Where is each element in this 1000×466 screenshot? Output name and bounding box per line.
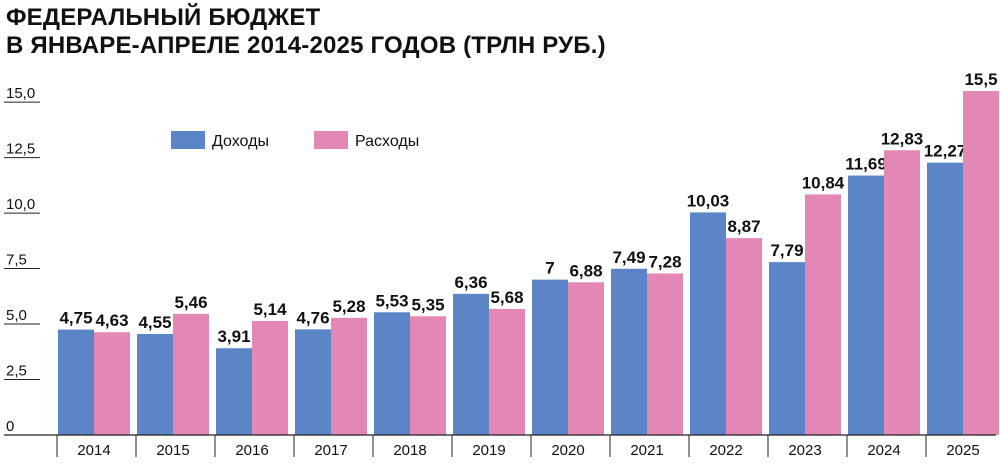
revenue-bar [769, 262, 805, 435]
revenue-bar [453, 293, 489, 435]
bar-value-label: 5,35 [411, 295, 444, 314]
expense-bar [568, 282, 604, 435]
expense-bar [489, 308, 525, 435]
legend-swatch-revenue [171, 131, 205, 149]
bar-value-label: 10,03 [687, 191, 730, 210]
y-tick-label: 5,0 [6, 307, 27, 324]
y-tick-label: 12,5 [6, 141, 35, 158]
x-tick-label: 2014 [77, 442, 110, 459]
x-tick-label: 2020 [551, 442, 584, 459]
bar-value-label: 5,68 [490, 288, 523, 307]
revenue-bar [848, 175, 884, 435]
revenue-bar [295, 329, 331, 435]
y-tick-label: 15,0 [6, 85, 35, 102]
expense-bar [94, 332, 130, 435]
x-tick-label: 2024 [867, 442, 900, 459]
y-tick-label: 2,5 [6, 363, 27, 380]
expense-bar [805, 194, 841, 435]
x-axis: 2014 2015 2016 2017 2018 2019 2020 2021 2022 2023… [4, 434, 996, 459]
bar-value-label: 6,88 [569, 261, 602, 280]
bar-value-label: 4,63 [95, 311, 128, 330]
bar-value-label: 5,46 [174, 293, 207, 312]
legend-swatch-expense [314, 131, 348, 149]
y-tick-label: 0 [6, 418, 14, 435]
bar-value-label: 5,53 [375, 291, 408, 310]
x-tick-label: 2018 [393, 442, 426, 459]
y-tick-label: 10,0 [6, 196, 35, 213]
x-tick-label: 2015 [156, 442, 189, 459]
bar-value-label: 11,69 [845, 155, 887, 174]
expense-bar [884, 150, 920, 435]
bar-value-label: 5,28 [332, 297, 365, 316]
bar-value-label: 3,91 [217, 327, 250, 346]
revenue-bar [374, 312, 410, 435]
bar-value-label: 7 [545, 259, 554, 278]
bar-value-label: 10,84 [802, 173, 845, 192]
legend-label-expense: Расходы [355, 133, 419, 150]
y-tick-label: 7,5 [6, 252, 27, 269]
bar-value-label: 12,27 [924, 142, 967, 161]
x-tick-label: 2019 [472, 442, 505, 459]
revenue-bar [927, 162, 963, 435]
revenue-bar [611, 268, 647, 435]
bar-value-label: 8,87 [727, 217, 760, 236]
bar-value-label: 4,76 [296, 308, 329, 327]
bars: 4,75 4,63 4,555,46 3,915,14 4,765,28 5,53 5,35… [58, 70, 999, 435]
x-tick-label: 2025 [946, 442, 979, 459]
expense-bar [963, 91, 999, 435]
x-tick-label: 2017 [314, 442, 347, 459]
revenue-bar [216, 348, 252, 435]
bar-value-label: 15,5 [964, 70, 997, 89]
y-axis: 0 2,5 5,0 7,5 10,0 12,5 15,0 [4, 85, 40, 436]
revenue-bar [137, 334, 173, 435]
chart-title-line-1: ФЕДЕРАЛЬНЫЙ БЮДЖЕТ [6, 4, 321, 31]
x-tick-label: 2016 [235, 442, 268, 459]
expense-bar [331, 317, 367, 435]
expense-bar [726, 238, 762, 435]
bar-value-label: 5,14 [253, 300, 287, 319]
chart-title: ФЕДЕРАЛЬНЫЙ БЮДЖЕТ В ЯНВАРЕ-АПРЕЛЕ 2014-… [6, 4, 606, 60]
expense-bar [252, 320, 288, 435]
expense-bar [647, 273, 683, 435]
legend-label-revenue: Доходы [212, 133, 269, 150]
x-tick-label: 2021 [630, 442, 663, 459]
chart-title-line-2: В ЯНВАРЕ-АПРЕЛЕ 2014-2025 ГОДОВ (ТРЛН РУ… [6, 32, 606, 59]
expense-bar [173, 313, 209, 435]
bar-value-label: 7,28 [648, 252, 681, 271]
revenue-bar [690, 212, 726, 435]
x-tick-label: 2023 [788, 442, 821, 459]
x-tick-label: 2022 [709, 442, 742, 459]
bar-value-label: 12,83 [881, 129, 924, 148]
bar-value-label: 7,79 [770, 241, 803, 260]
bar-value-label: 4,55 [138, 313, 171, 332]
bar-value-label: 6,36 [454, 273, 487, 292]
legend: Доходы Расходы [171, 131, 419, 150]
expense-bar [410, 316, 446, 435]
bar-value-label: 4,75 [59, 309, 92, 328]
revenue-bar [532, 279, 568, 435]
bar-value-label: 7,49 [612, 248, 645, 267]
revenue-bar [58, 329, 94, 435]
